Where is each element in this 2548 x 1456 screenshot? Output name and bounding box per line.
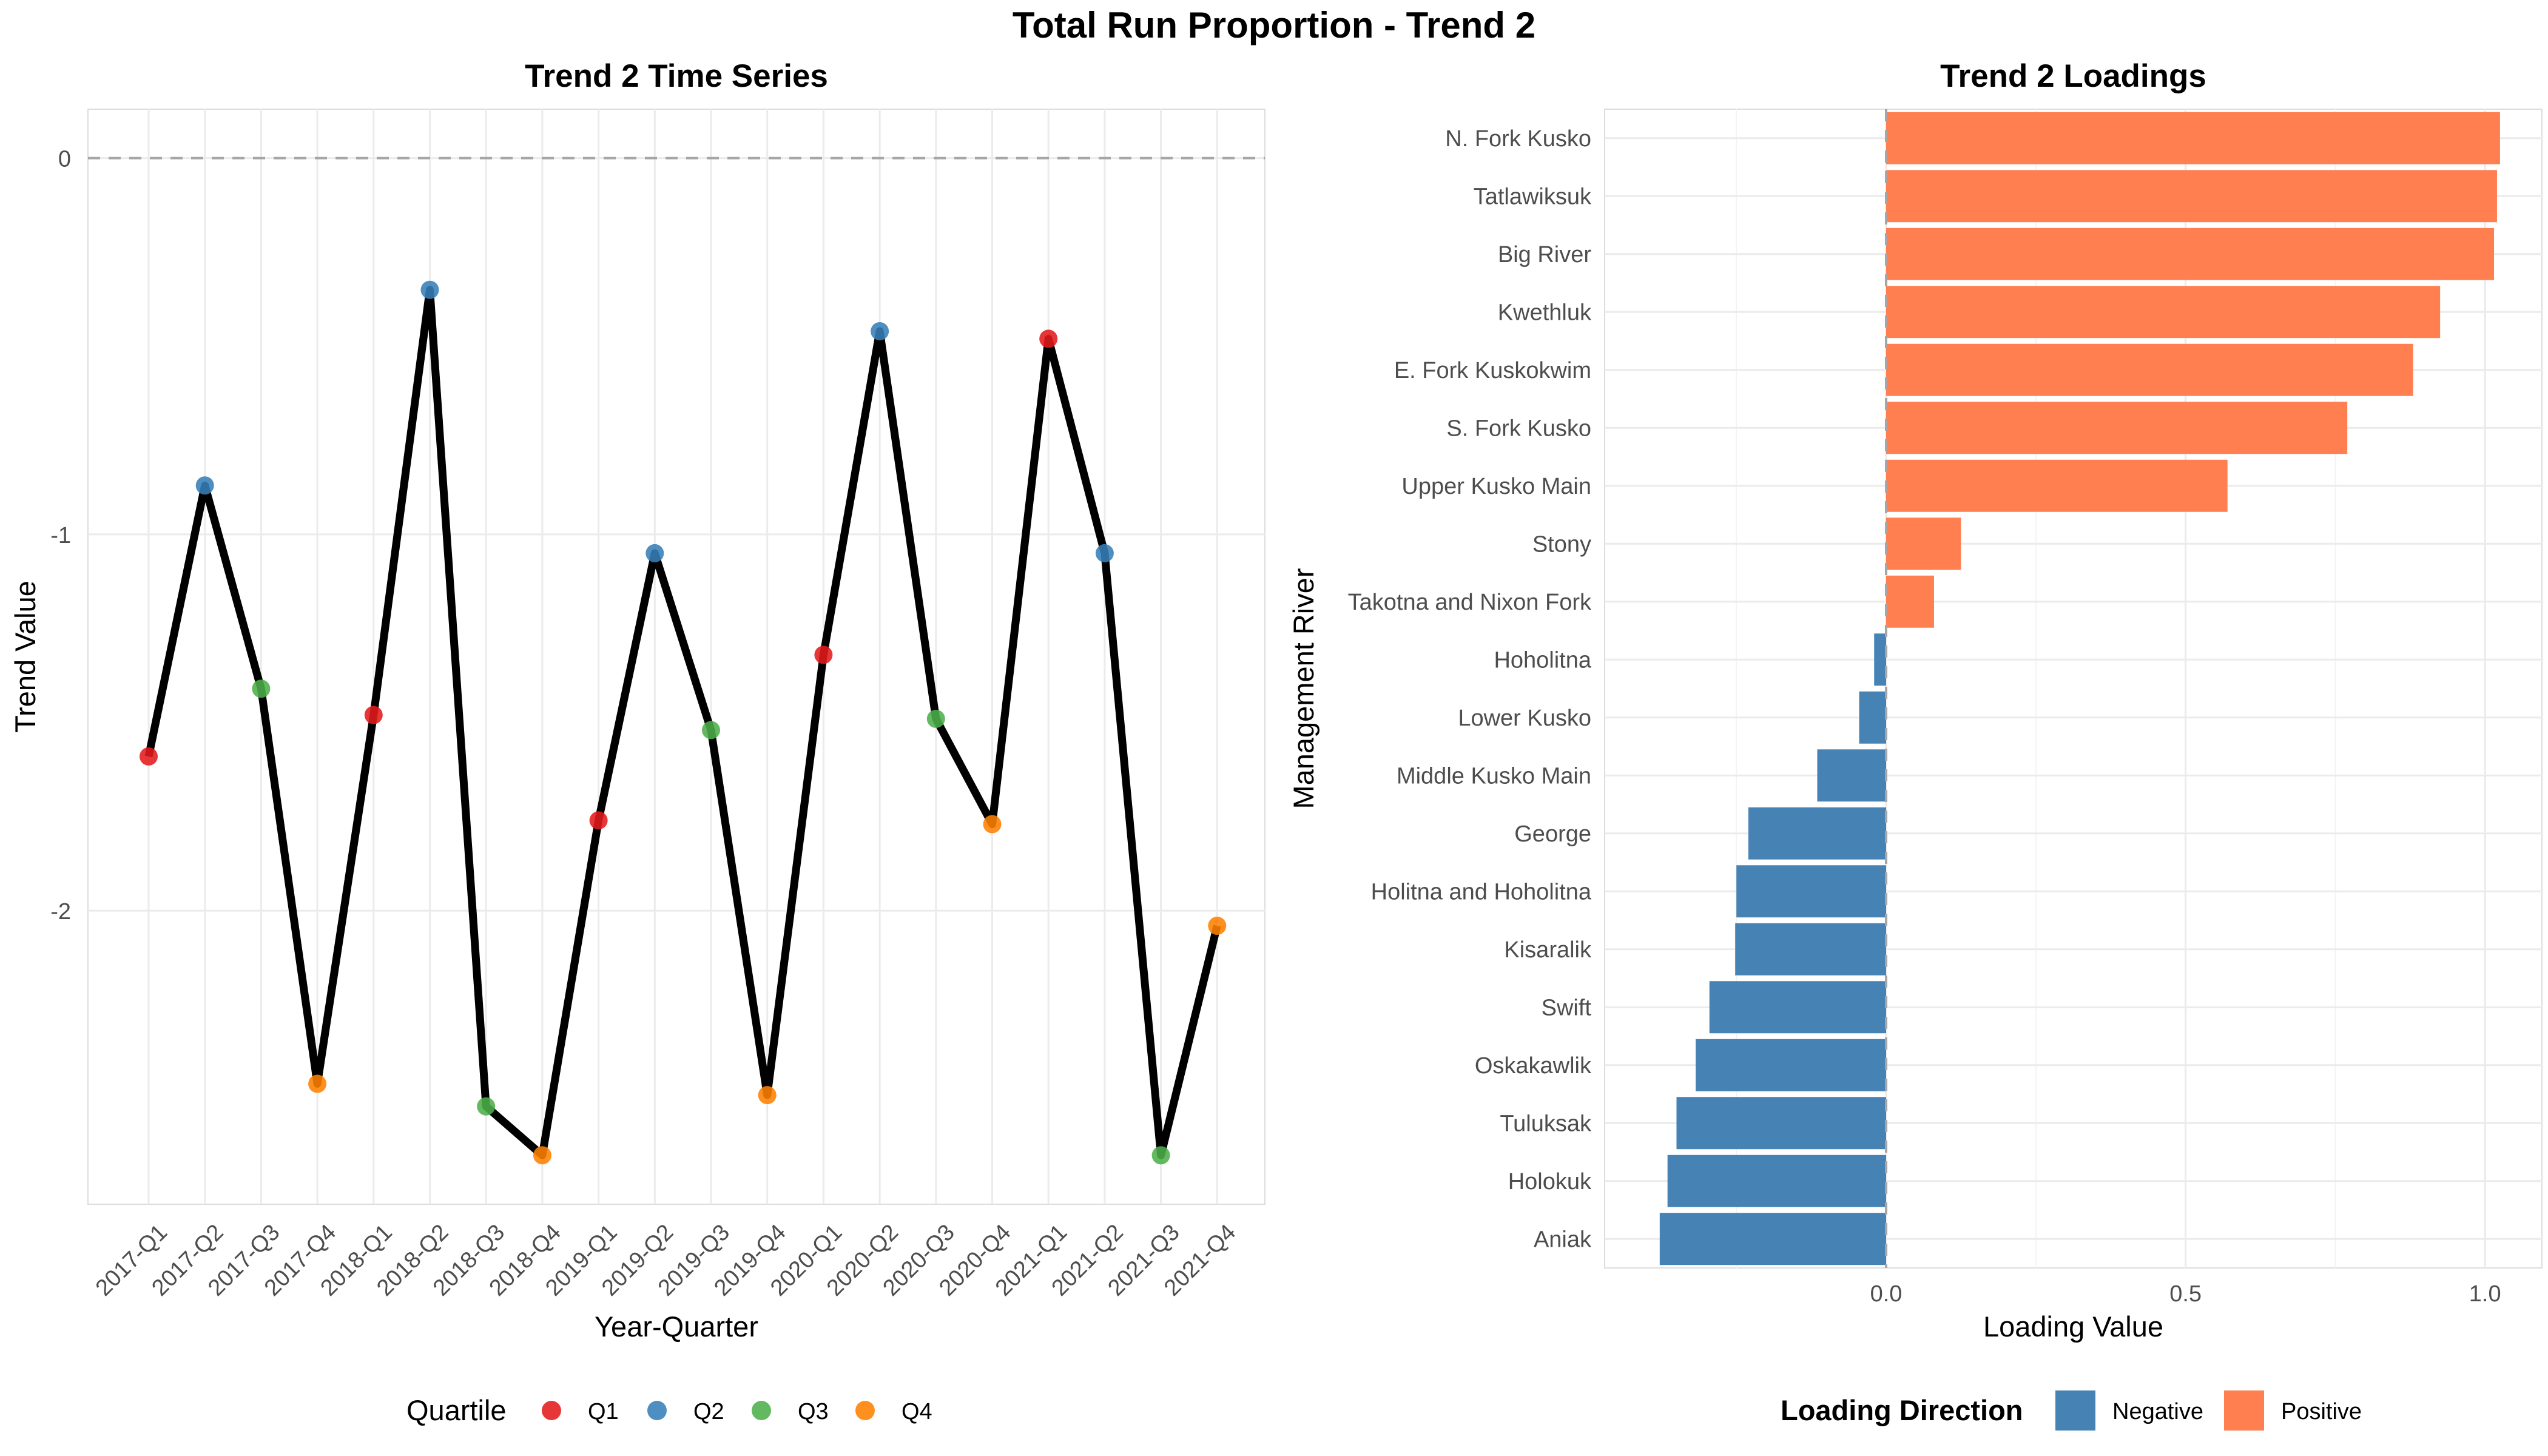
legend-swatch-Q2 xyxy=(647,1401,667,1420)
y-tick-label: Holokuk xyxy=(1508,1169,1592,1195)
bar-middle-kusko-main xyxy=(1817,749,1886,802)
data-point-2019-Q3 xyxy=(702,721,720,740)
data-point-2018-Q1 xyxy=(364,706,383,724)
bar-s-fork-kusko xyxy=(1886,402,2348,454)
data-point-2020-Q1 xyxy=(814,645,833,664)
bar-lower-kusko xyxy=(1859,691,1886,744)
legend-label: Q2 xyxy=(693,1399,724,1424)
bar-george xyxy=(1748,807,1886,860)
data-point-2021-Q4 xyxy=(1208,916,1227,935)
data-point-2017-Q4 xyxy=(308,1074,327,1093)
bar-big-river xyxy=(1886,228,2495,280)
data-point-2018-Q4 xyxy=(533,1146,551,1165)
data-point-2019-Q2 xyxy=(645,544,664,562)
legend-label: Q1 xyxy=(588,1399,619,1424)
bar-kwethluk xyxy=(1886,286,2441,339)
figure-title: Total Run Proportion - Trend 2 xyxy=(1013,5,1535,46)
y-tick-label: N. Fork Kusko xyxy=(1445,126,1591,152)
y-tick-label: Kisaralik xyxy=(1504,937,1592,963)
data-point-2019-Q4 xyxy=(758,1086,777,1105)
panel-title: Trend 2 Time Series xyxy=(525,58,828,94)
bar-holitna-and-hoholitna xyxy=(1736,865,1886,918)
bar-aniak xyxy=(1659,1213,1886,1266)
legend-title: Quartile xyxy=(406,1394,507,1426)
time-series-panel: 0-1-22017-Q12017-Q22017-Q32017-Q42018-Q1… xyxy=(9,58,1266,1426)
data-point-2019-Q1 xyxy=(589,811,608,830)
x-tick-label: 0.5 xyxy=(2169,1281,2202,1307)
y-tick-label: Hoholitna xyxy=(1494,647,1591,673)
legend-title: Loading Direction xyxy=(1781,1394,2023,1426)
y-tick-label: S. Fork Kusko xyxy=(1446,416,1591,441)
y-axis-title: Trend Value xyxy=(9,581,41,733)
data-point-2021-Q3 xyxy=(1151,1146,1170,1165)
bar-upper-kusko-main xyxy=(1886,459,2228,512)
plot-area xyxy=(87,109,1266,1205)
y-tick-label: E. Fork Kuskokwim xyxy=(1394,358,1591,383)
y-tick-label: Big River xyxy=(1498,242,1591,268)
y-tick-label: -1 xyxy=(50,523,71,548)
x-tick-label: 0.0 xyxy=(1870,1281,1903,1307)
y-tick-label: Upper Kusko Main xyxy=(1401,474,1591,499)
data-point-2021-Q2 xyxy=(1095,544,1114,562)
legend-swatch-Q1 xyxy=(542,1401,561,1420)
bar-stony xyxy=(1886,517,1961,570)
y-tick-label: 0 xyxy=(58,147,71,172)
bar-kisaralik xyxy=(1735,923,1886,976)
bar-e-fork-kuskokwim xyxy=(1886,343,2413,396)
y-tick-label: Stony xyxy=(1532,531,1591,557)
y-tick-label: Holitna and Hoholitna xyxy=(1371,879,1592,905)
data-point-2020-Q2 xyxy=(871,322,889,340)
y-tick-label: Takotna and Nixon Fork xyxy=(1348,590,1592,615)
y-tick-label: George xyxy=(1514,821,1591,847)
y-tick-label: -2 xyxy=(50,899,71,925)
bar-n-fork-kusko xyxy=(1886,112,2500,164)
bar-tuluksak xyxy=(1676,1097,1886,1150)
y-tick-label: Lower Kusko xyxy=(1458,706,1591,731)
data-point-2020-Q4 xyxy=(983,815,1002,834)
y-tick-label: Middle Kusko Main xyxy=(1397,763,1591,789)
trend-line xyxy=(144,286,1221,1159)
x-axis-title: Year-Quarter xyxy=(595,1310,758,1343)
bar-oskakawlik xyxy=(1696,1039,1886,1091)
legend-swatch-Q3 xyxy=(752,1401,771,1420)
bar-tatlawiksuk xyxy=(1886,170,2497,223)
legend-swatch-Q4 xyxy=(855,1401,875,1420)
panel-title: Trend 2 Loadings xyxy=(1940,58,2206,94)
bar-swift xyxy=(1709,981,1886,1034)
bar-holokuk xyxy=(1667,1154,1886,1207)
data-point-2018-Q2 xyxy=(420,280,439,299)
legend-swatch-positive xyxy=(2224,1390,2264,1431)
y-tick-label: Kwethluk xyxy=(1498,300,1592,325)
legend-label: Q3 xyxy=(798,1399,829,1424)
data-point-2020-Q3 xyxy=(926,709,945,728)
y-axis-title: Management River xyxy=(1287,568,1320,809)
y-tick-label: Swift xyxy=(1542,995,1592,1020)
x-tick-label: 1.0 xyxy=(2469,1281,2501,1307)
data-point-2021-Q1 xyxy=(1039,329,1058,348)
data-point-2017-Q1 xyxy=(140,747,158,766)
data-point-2018-Q3 xyxy=(477,1097,496,1116)
y-tick-label: Oskakawlik xyxy=(1475,1053,1592,1079)
x-axis-title: Loading Value xyxy=(1983,1310,2163,1343)
legend-label: Q4 xyxy=(902,1399,932,1424)
data-point-2017-Q3 xyxy=(252,679,271,698)
legend-swatch-negative xyxy=(2055,1390,2095,1431)
y-tick-label: Tatlawiksuk xyxy=(1474,184,1592,209)
plot-area xyxy=(1604,109,2543,1269)
bar-takotna-and-nixon-fork xyxy=(1886,575,1934,628)
y-tick-label: Aniak xyxy=(1534,1227,1592,1252)
legend-label: Negative xyxy=(2112,1399,2203,1424)
bar-hoholitna xyxy=(1874,633,1886,686)
y-tick-label: Tuluksak xyxy=(1500,1111,1592,1136)
loadings-panel: 0.0 0.5 1.0 N. Fork Kusko Tatlawiksuk Big Riv… xyxy=(1287,58,2543,1431)
data-point-2017-Q2 xyxy=(195,476,214,495)
legend-label: Positive xyxy=(2281,1399,2362,1424)
